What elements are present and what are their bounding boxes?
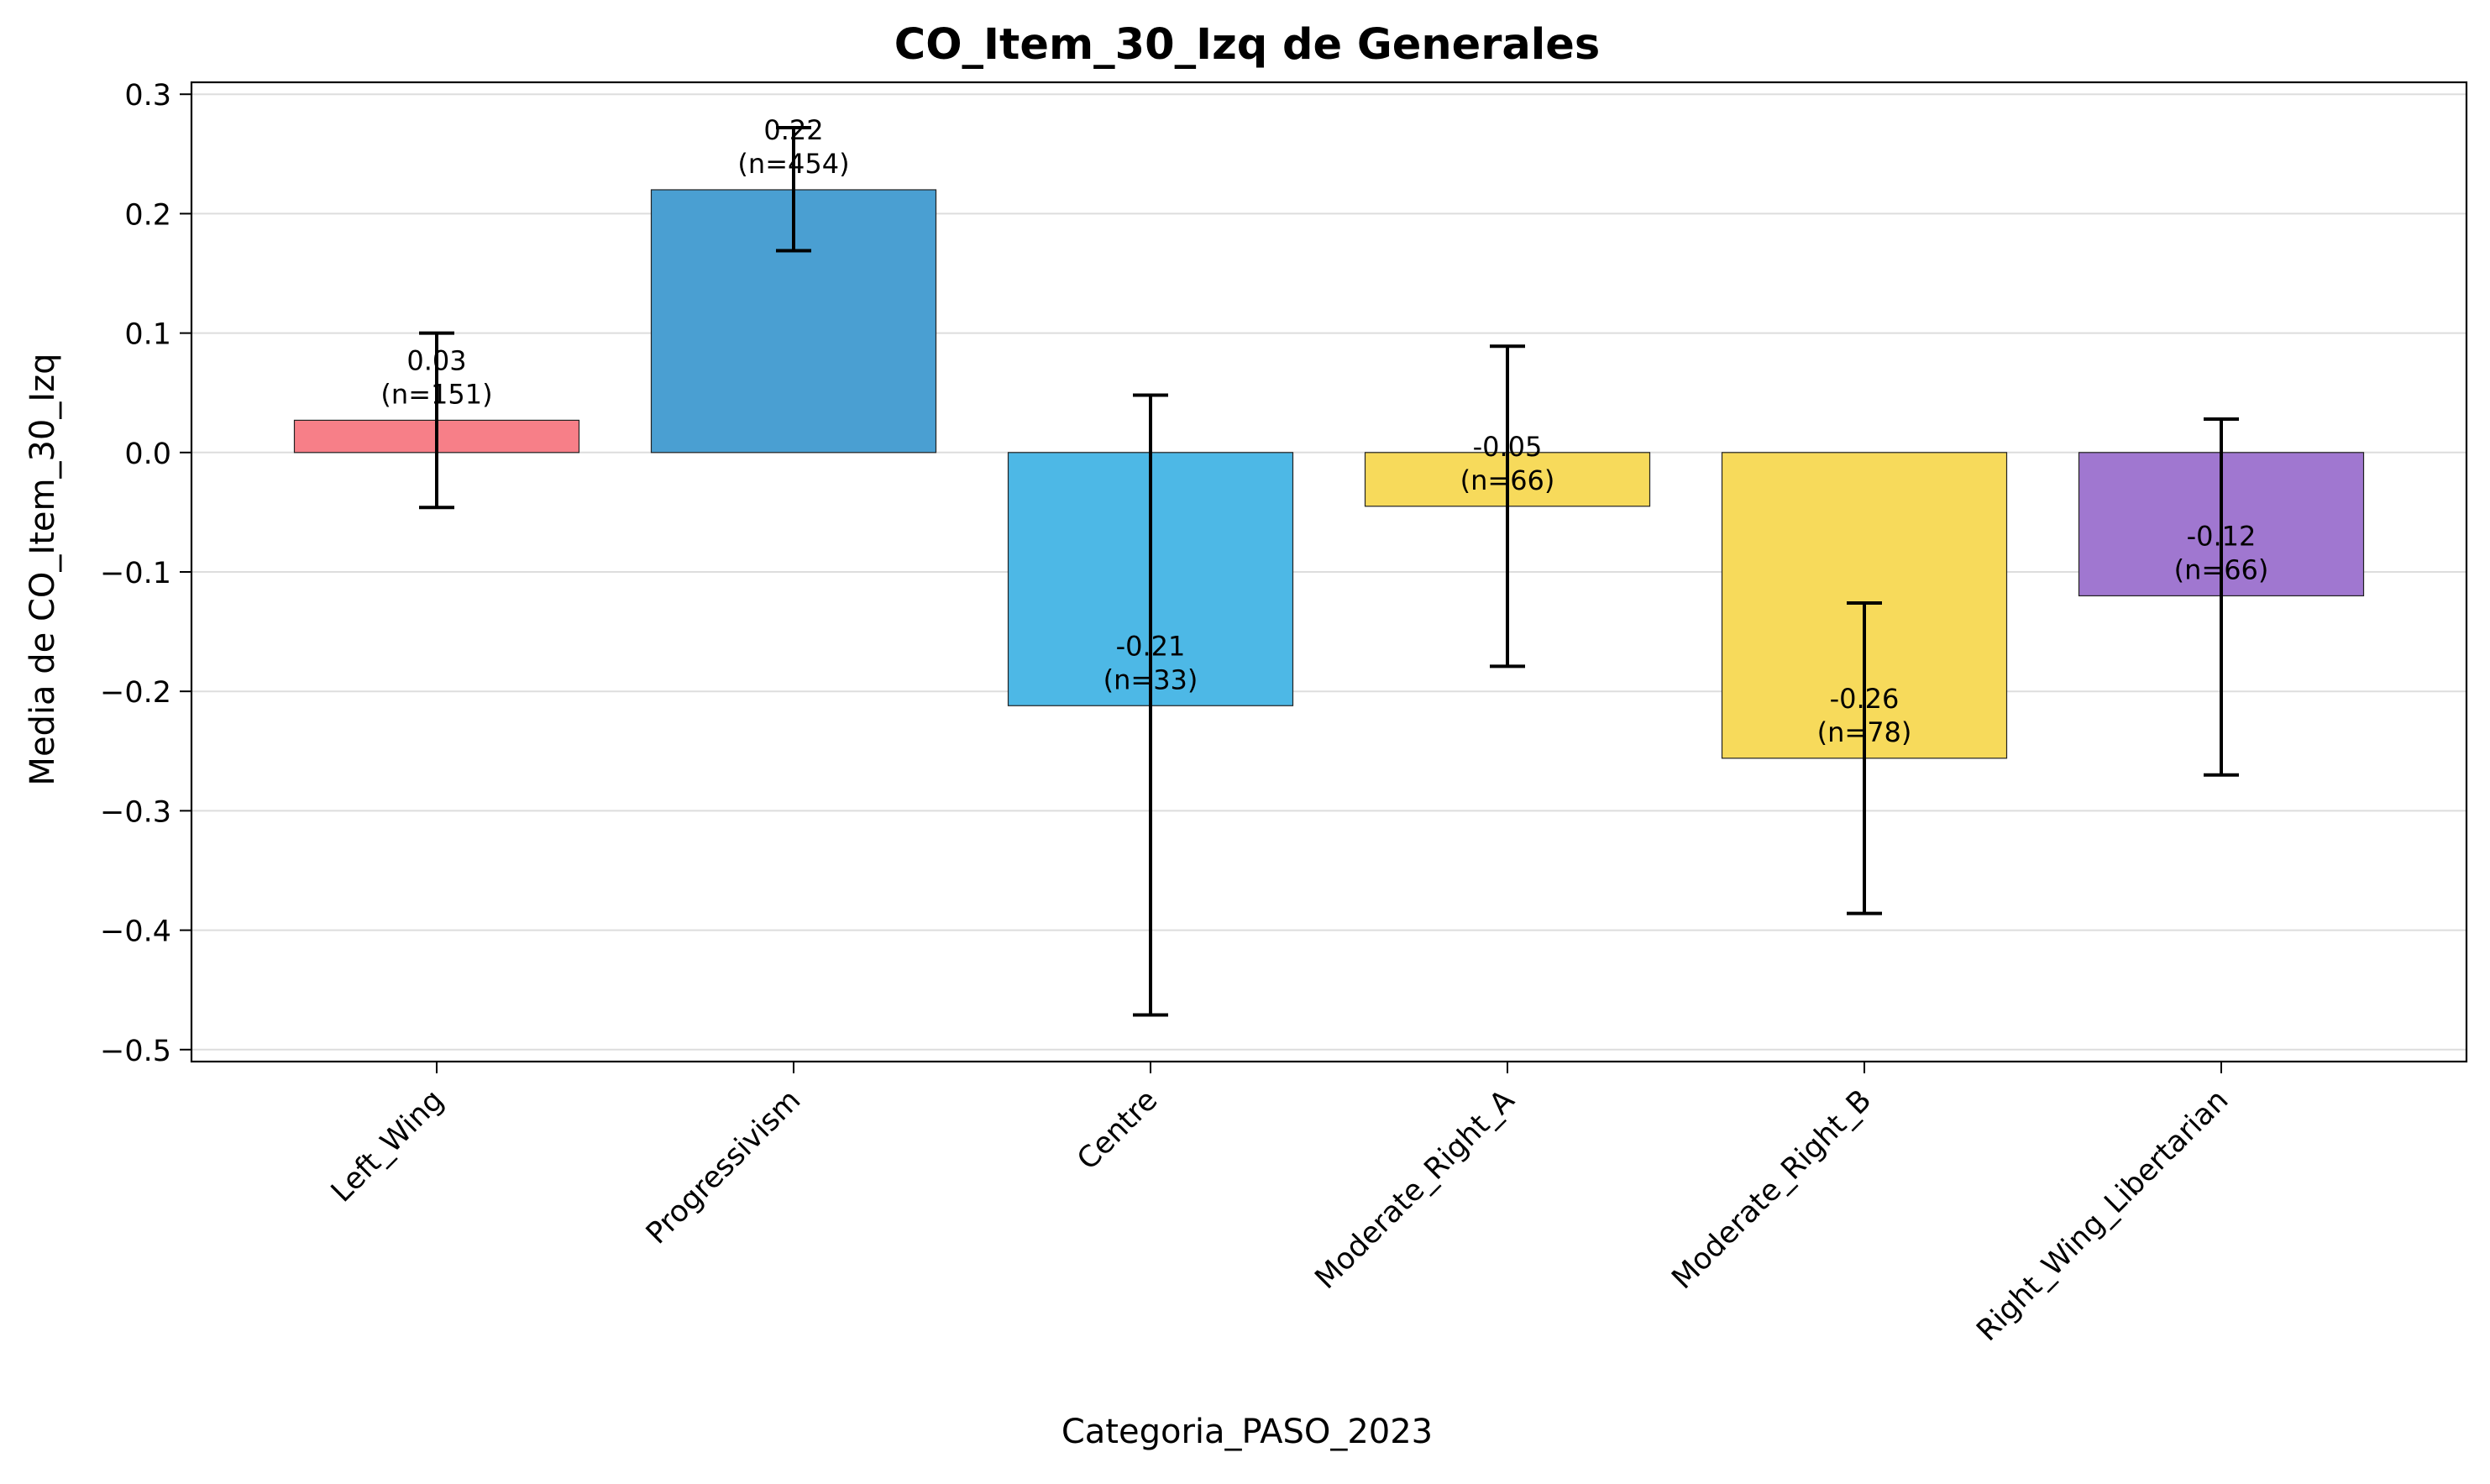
data-label-value: 0.03 <box>406 344 466 376</box>
y-tick-label: 0.1 <box>124 318 171 352</box>
data-label-value: -0.05 <box>1473 431 1543 463</box>
data-label: 0.03 (n=151) <box>380 344 492 410</box>
x-axis-label: Categoria_PASO_2023 <box>1062 1413 1433 1451</box>
data-label: -0.05 (n=66) <box>1460 431 1555 496</box>
y-tick-label: −0.4 <box>100 915 171 949</box>
y-tick-label: 0.3 <box>124 79 171 113</box>
data-label-value: -0.12 <box>2187 520 2257 552</box>
error-bar <box>1490 344 1525 669</box>
error-bar <box>2204 417 2239 777</box>
y-tick-label: −0.5 <box>100 1035 171 1068</box>
data-label-value: 0.22 <box>763 114 823 146</box>
data-label-count: (n=78) <box>1817 716 1912 748</box>
y-tick-label: 0.2 <box>124 198 171 232</box>
data-label-count: (n=33) <box>1103 663 1198 695</box>
error-bar <box>1847 600 1882 915</box>
data-label-count: (n=66) <box>2174 553 2269 585</box>
y-tick-label: −0.2 <box>100 676 171 710</box>
chart-title: CO_Item_30_Izq de Generales <box>894 20 1600 70</box>
data-label-count: (n=151) <box>380 378 492 410</box>
error-bars <box>419 126 2239 1017</box>
data-label: -0.26 (n=78) <box>1817 683 1912 748</box>
data-label: -0.12 (n=66) <box>2174 520 2269 585</box>
y-tick-label: −0.1 <box>100 557 171 590</box>
y-axis: 0.3 0.2 0.1 0.0 −0.1 −0.2 −0.3 −0.4 −0.5 <box>100 79 191 1068</box>
bars <box>293 189 2365 759</box>
data-label-count: (n=454) <box>737 148 849 180</box>
data-label-count: (n=66) <box>1460 464 1555 496</box>
y-tick-label: 0.0 <box>124 438 171 471</box>
error-bar <box>419 331 454 510</box>
data-label-value: -0.21 <box>1116 630 1186 662</box>
error-bar <box>776 126 811 253</box>
y-tick-label: −0.3 <box>100 795 171 829</box>
data-label: -0.21 (n=33) <box>1103 630 1198 695</box>
data-label: 0.22 (n=454) <box>737 114 849 180</box>
data-label-value: -0.26 <box>1830 683 1900 715</box>
error-bar <box>1133 393 1168 1017</box>
y-axis-label: Media de CO_Item_30_Izq <box>24 353 62 785</box>
bar-labels: 0.03 (n=151)0.22 (n=454)-0.21 (n=33)-0.05 (n… <box>380 114 2268 748</box>
